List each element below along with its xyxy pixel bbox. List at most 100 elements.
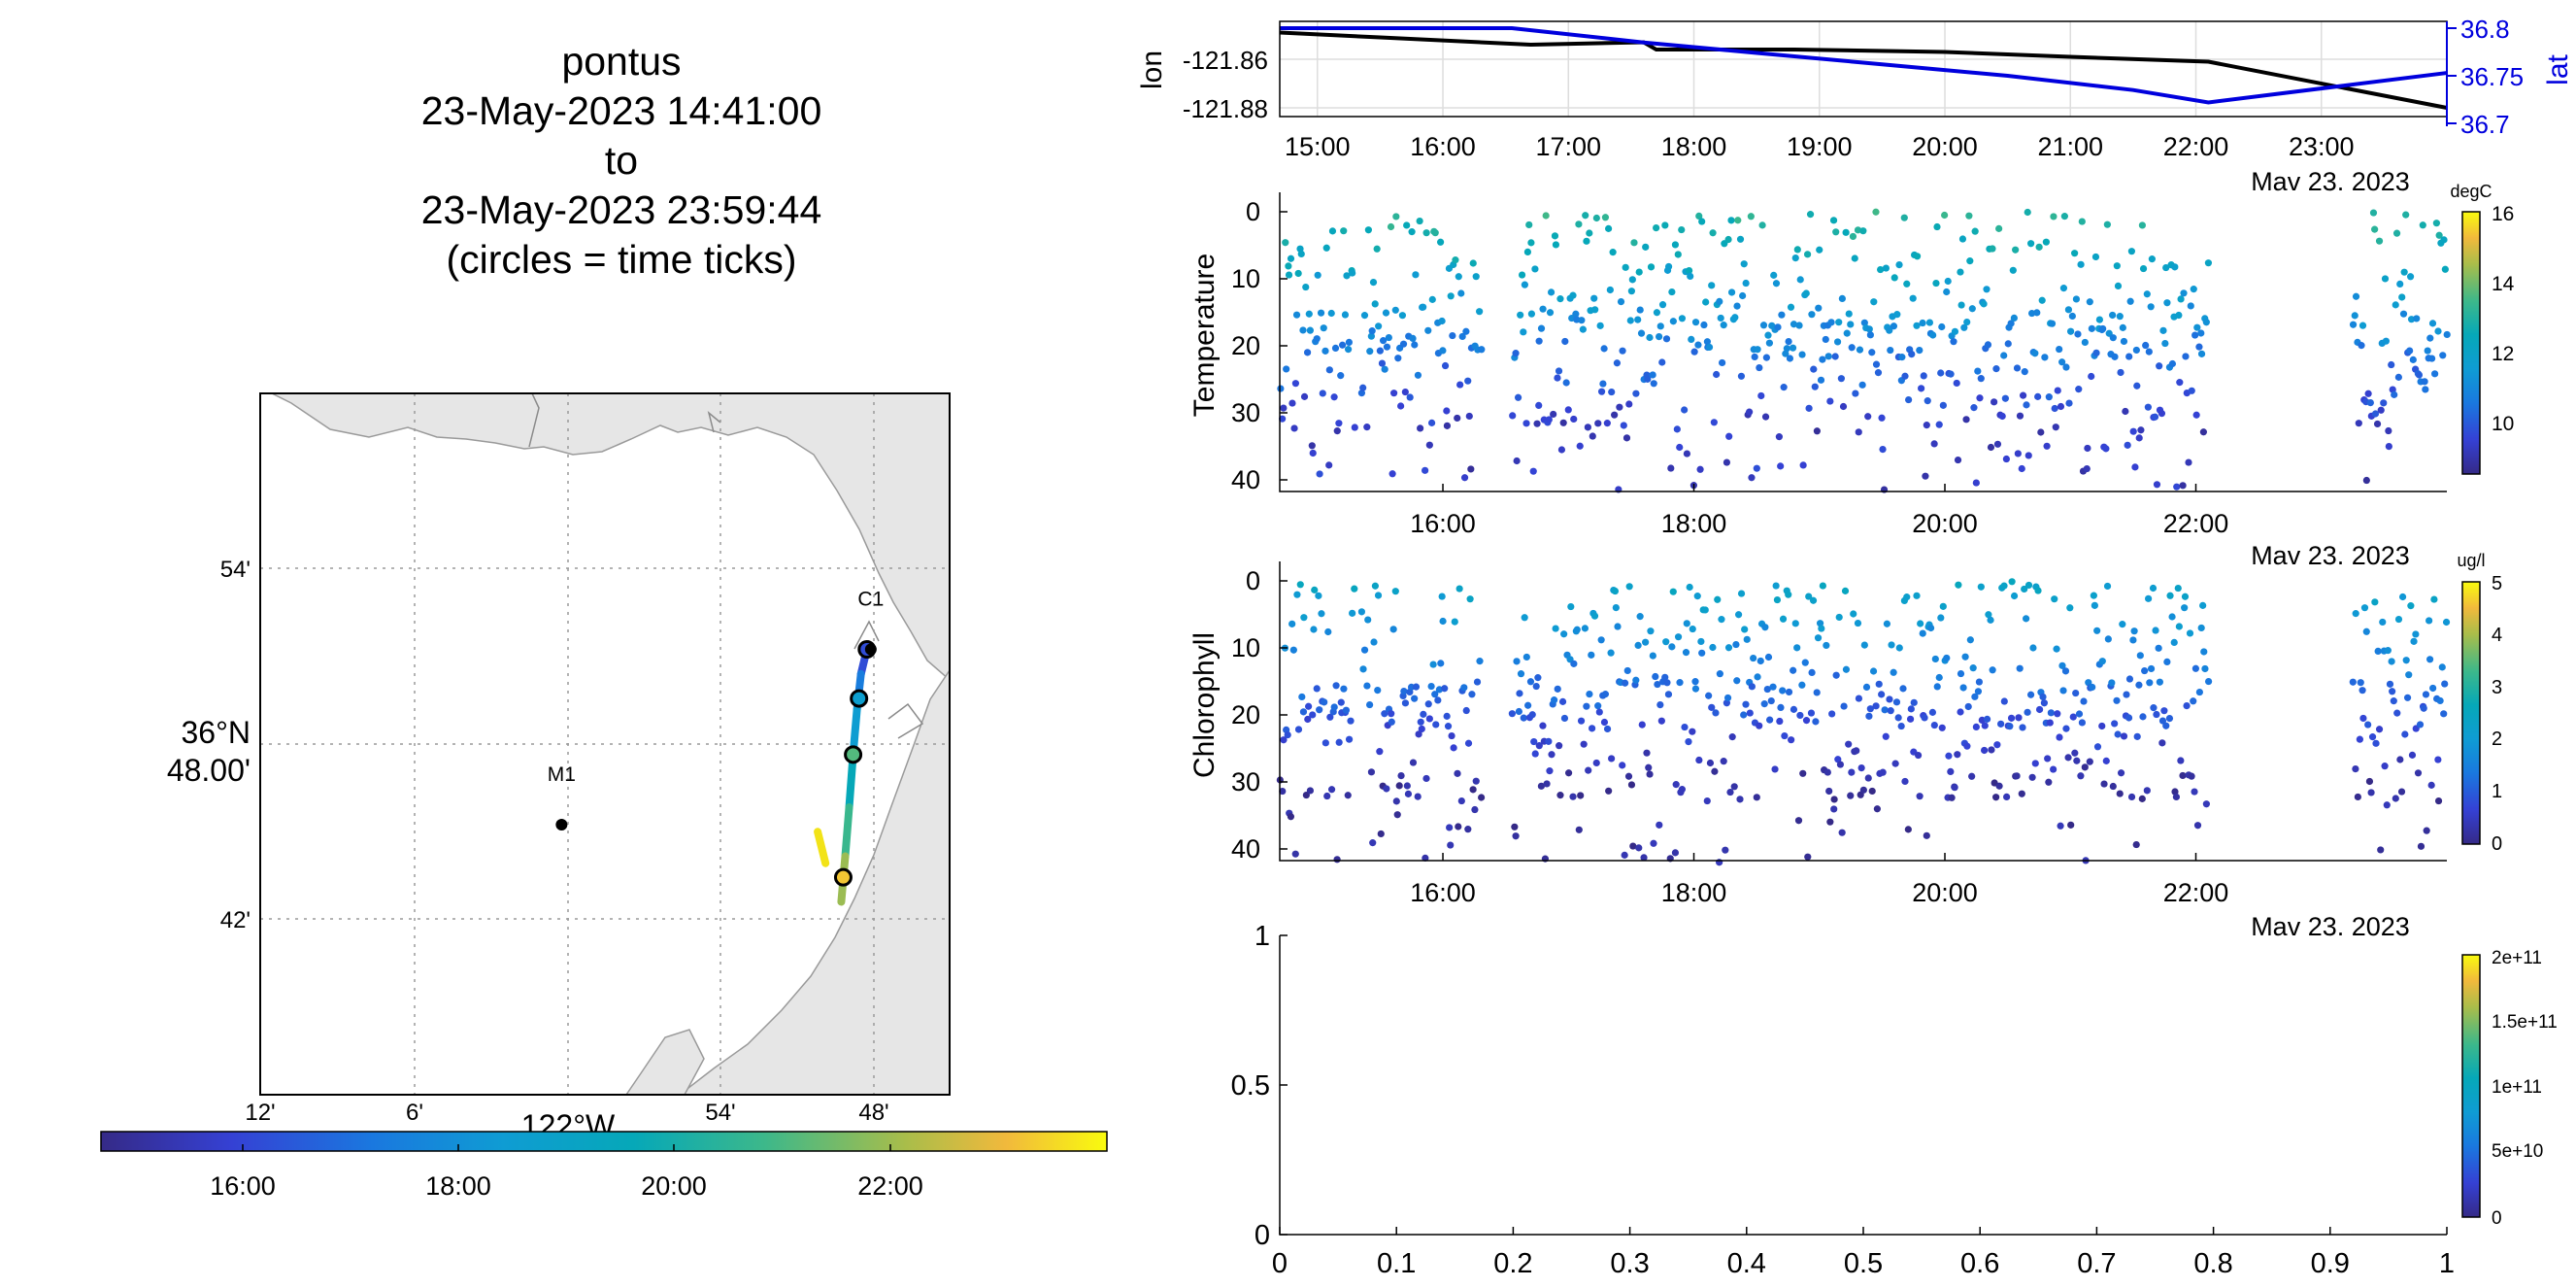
data-point <box>2124 714 2133 722</box>
data-point <box>1443 407 1451 415</box>
data-point <box>1753 794 1760 801</box>
data-point <box>1369 278 1378 287</box>
data-point <box>1974 688 1983 695</box>
data-point <box>1392 213 1400 220</box>
data-point <box>1546 767 1554 775</box>
data-point <box>2103 582 2112 591</box>
data-point <box>1743 635 1751 643</box>
data-point <box>1280 736 1288 744</box>
data-point <box>1908 350 1916 358</box>
lonlat-ylabel-right: lat <box>2542 53 2574 85</box>
data-point <box>1671 849 1680 857</box>
data-point <box>1988 746 1995 754</box>
data-point <box>1344 346 1353 354</box>
data-point <box>1325 366 1333 374</box>
data-point <box>2023 401 2030 409</box>
data-point <box>1811 383 1819 390</box>
data-point <box>1938 724 1946 731</box>
data-point <box>1570 415 1578 424</box>
data-point <box>2092 349 2100 356</box>
data-point <box>1327 309 1335 318</box>
data-point <box>1808 311 1816 319</box>
data-point <box>1963 742 1971 750</box>
data-point <box>1528 711 1536 719</box>
data-point <box>1369 839 1377 847</box>
data-point <box>1775 433 1783 441</box>
data-point <box>1417 424 1424 432</box>
data-point <box>1374 686 1382 695</box>
data-point <box>1730 783 1738 791</box>
data-point <box>1920 372 1927 380</box>
data-point <box>1711 767 1719 775</box>
data-point <box>1678 786 1686 794</box>
data-point <box>1603 420 1611 427</box>
data-point <box>1388 710 1395 718</box>
data-point <box>1589 725 1596 732</box>
data-point <box>1806 211 1815 219</box>
data-point <box>2129 427 2137 435</box>
data-point <box>1694 341 1702 349</box>
data-point <box>1882 732 1890 740</box>
empty-cbtick-3: 5e+10 <box>2492 1141 2543 1162</box>
data-point <box>1813 427 1821 435</box>
data-point <box>1313 685 1321 693</box>
data-point <box>2389 688 2396 695</box>
data-point <box>2035 705 2044 714</box>
data-point <box>2197 329 2205 337</box>
data-point <box>2357 679 2364 687</box>
data-point <box>2034 392 2042 400</box>
data-point <box>2440 710 2448 718</box>
data-point <box>2147 303 2155 311</box>
data-point <box>2352 764 2359 773</box>
data-point <box>1458 332 1466 341</box>
data-point <box>1315 592 1322 599</box>
data-point <box>1460 684 1468 692</box>
data-point <box>1790 705 1798 713</box>
data-point <box>1337 372 1345 380</box>
data-point <box>1531 265 1539 273</box>
data-point <box>1321 739 1329 747</box>
data-point <box>2179 771 2187 780</box>
data-point <box>1921 714 1928 722</box>
data-point <box>1842 228 1850 236</box>
land-north <box>260 393 950 681</box>
data-point <box>1515 707 1522 716</box>
data-point <box>2071 250 2079 257</box>
data-point <box>2117 769 2125 777</box>
data-point <box>1772 582 1780 590</box>
data-point <box>1710 419 1718 426</box>
data-point <box>1983 715 1991 723</box>
empty-xtick: 0.9 <box>2311 1248 2350 1279</box>
data-point <box>1619 762 1626 769</box>
data-point <box>1736 796 1744 803</box>
data-point <box>2199 428 2207 436</box>
data-point <box>1688 335 1695 344</box>
data-point <box>2125 353 2133 360</box>
data-point <box>1939 401 1947 409</box>
data-point <box>2356 735 2363 743</box>
data-point <box>2058 661 2066 669</box>
data-point <box>1626 317 1634 324</box>
data-point <box>2396 756 2404 763</box>
data-point <box>1824 353 1832 360</box>
data-point <box>2175 311 2183 320</box>
data-point <box>1887 346 1894 355</box>
data-point <box>1907 705 1915 713</box>
chlorophyll-yticks: 0 10 20 30 40 <box>1231 566 1288 864</box>
data-point <box>1539 722 1547 729</box>
data-point <box>1724 235 1732 244</box>
data-point <box>1977 375 1985 383</box>
data-point <box>2046 719 2054 727</box>
data-point <box>1364 226 1372 234</box>
data-point <box>2075 386 2083 393</box>
temperature-cbtick-12: 12 <box>2492 343 2514 365</box>
data-point <box>2170 638 2178 647</box>
data-point <box>2384 647 2392 655</box>
data-point <box>1444 723 1453 730</box>
data-point <box>2144 403 2152 411</box>
data-point <box>1770 271 1778 279</box>
data-point <box>1698 218 1706 225</box>
data-point <box>2010 314 2018 322</box>
station-marker <box>555 819 568 831</box>
data-point <box>1910 698 1918 706</box>
